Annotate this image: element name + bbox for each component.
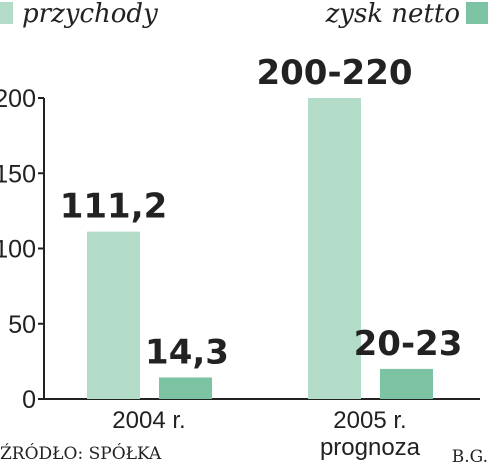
source-note: ŹRÓDŁO: SPÓŁKA: [0, 443, 162, 464]
data-label: 14,3: [145, 332, 229, 372]
y-tick-label: 200: [0, 85, 36, 113]
bar-zysk-netto-1: [380, 368, 433, 399]
y-tick-label: 150: [0, 160, 36, 188]
y-tick-label: 50: [8, 311, 36, 339]
y-axis: 0 50 100 150 200: [0, 85, 480, 414]
x-axis-labels: 2004 r. 2005 r.prognoza: [112, 407, 420, 461]
data-label: 20-23: [354, 324, 463, 364]
data-label: 111,2: [60, 187, 168, 227]
legend-swatch-zysk-netto: [466, 2, 488, 24]
y-tick-label: 0: [22, 386, 36, 414]
x-category-label: 2004 r.: [112, 407, 185, 434]
x-category-label: 2005 r.: [333, 407, 406, 434]
y-tick-label: 100: [0, 236, 36, 264]
x-category-sublabel: prognoza: [320, 434, 421, 461]
author-initials: B.G.: [452, 447, 488, 467]
bar-zysk-netto-0: [159, 377, 212, 399]
data-label: 200-220: [256, 53, 412, 93]
bar-przychody-1: [308, 98, 361, 399]
legend-swatch-przychody: [0, 2, 13, 24]
bar-przychody-0: [87, 231, 140, 399]
legend-label-zysk-netto: zysk netto: [325, 0, 460, 29]
bars: 111,2 14,3 200-220 20-23: [60, 53, 463, 399]
legend-label-przychody: przychody: [22, 0, 158, 29]
legend: przychody zysk netto: [0, 0, 488, 29]
